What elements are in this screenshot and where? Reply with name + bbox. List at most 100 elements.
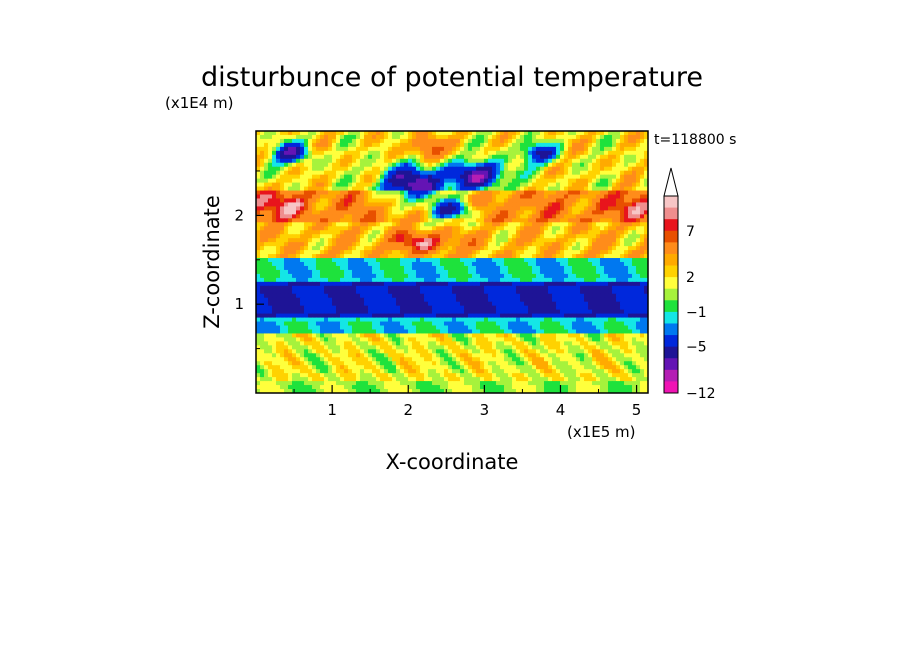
contour-cell <box>348 150 353 156</box>
contour-cell <box>476 162 481 168</box>
contour-cell <box>456 230 461 235</box>
contour-cell <box>552 131 557 136</box>
contour-cell <box>528 138 533 144</box>
contour-cell <box>428 166 433 172</box>
contour-cell <box>496 210 501 215</box>
contour-cell <box>584 329 589 335</box>
contour-cell <box>536 293 541 299</box>
contour-cell <box>436 325 441 331</box>
contour-cell <box>532 325 537 331</box>
contour-cell <box>324 166 329 172</box>
contour-cell <box>452 162 457 168</box>
contour-cell <box>316 281 321 287</box>
contour-cell <box>432 297 437 303</box>
contour-cell <box>456 258 461 263</box>
contour-cell <box>484 238 489 243</box>
contour-cell <box>276 182 281 188</box>
contour-cell <box>304 277 309 283</box>
contour-cell <box>536 250 541 255</box>
contour-cell <box>380 289 385 295</box>
contour-cell <box>376 146 381 152</box>
contour-cell <box>404 321 409 327</box>
contour-cell <box>500 202 505 208</box>
contour-cell <box>340 154 345 160</box>
contour-cell <box>528 131 533 136</box>
contour-cell <box>500 325 505 331</box>
contour-cell <box>488 226 493 231</box>
contour-cell <box>336 142 341 148</box>
contour-cell <box>596 277 601 283</box>
contour-cell <box>372 226 377 231</box>
contour-cell <box>500 329 505 335</box>
contour-cell <box>548 162 553 168</box>
contour-cell <box>504 178 509 184</box>
contour-cell <box>288 238 293 243</box>
contour-cell <box>316 293 321 299</box>
contour-cell <box>616 206 621 211</box>
contour-cell <box>412 250 417 255</box>
contour-cell <box>556 210 561 215</box>
contour-cell <box>604 158 609 164</box>
contour-cell <box>476 250 481 255</box>
contour-cell <box>620 210 625 215</box>
contour-cell <box>544 234 549 239</box>
contour-cell <box>556 234 561 239</box>
contour-cell <box>320 297 325 303</box>
contour-cell <box>352 214 357 219</box>
contour-cell <box>532 273 537 279</box>
contour-cell <box>560 230 565 235</box>
contour-cell <box>644 297 648 303</box>
contour-cell <box>372 317 377 323</box>
contour-cell <box>420 226 425 231</box>
contour-cell <box>360 142 365 148</box>
contour-cell <box>608 150 613 156</box>
contour-cell <box>360 329 365 335</box>
contour-cell <box>284 198 289 204</box>
contour-cell <box>396 174 401 180</box>
contour-cell <box>304 170 309 176</box>
contour-cell <box>384 162 389 168</box>
contour-cell <box>388 242 393 247</box>
contour-cell <box>376 178 381 184</box>
contour-cell <box>260 206 265 211</box>
contour-cell <box>596 198 601 204</box>
contour-cell <box>452 186 457 192</box>
contour-cell <box>640 293 645 299</box>
contour-cell <box>472 186 477 192</box>
contour-cell <box>532 174 537 180</box>
contour-cell <box>440 214 445 219</box>
contour-cell <box>532 178 537 184</box>
contour-cell <box>316 158 321 164</box>
contour-cell <box>604 166 609 172</box>
contour-cell <box>500 174 505 180</box>
contour-cell <box>600 325 605 331</box>
contour-cell <box>640 254 645 259</box>
contour-cell <box>544 246 549 251</box>
contour-cell <box>412 186 417 192</box>
contour-cell <box>344 313 349 319</box>
contour-cell <box>616 134 621 140</box>
contour-cell <box>388 329 393 335</box>
contour-cell <box>444 154 449 160</box>
contour-cell <box>288 222 293 227</box>
contour-cell <box>316 186 321 192</box>
contour-cell <box>624 273 629 279</box>
contour-cell <box>528 325 533 331</box>
contour-cell <box>256 206 261 211</box>
contour-cell <box>344 134 349 140</box>
contour-cell <box>264 142 269 148</box>
contour-cell <box>596 131 601 136</box>
contour-cell <box>596 214 601 219</box>
contour-cell <box>500 297 505 303</box>
contour-cell <box>616 238 621 243</box>
contour-cell <box>524 170 529 176</box>
contour-cell <box>332 258 337 263</box>
contour-cell <box>308 234 313 239</box>
contour-cell <box>344 317 349 323</box>
contour-cell <box>604 194 609 200</box>
contour-cell <box>564 190 569 196</box>
contour-cell <box>568 285 573 291</box>
contour-cell <box>508 273 513 279</box>
contour-cell <box>256 154 261 160</box>
contour-cell <box>308 134 313 140</box>
